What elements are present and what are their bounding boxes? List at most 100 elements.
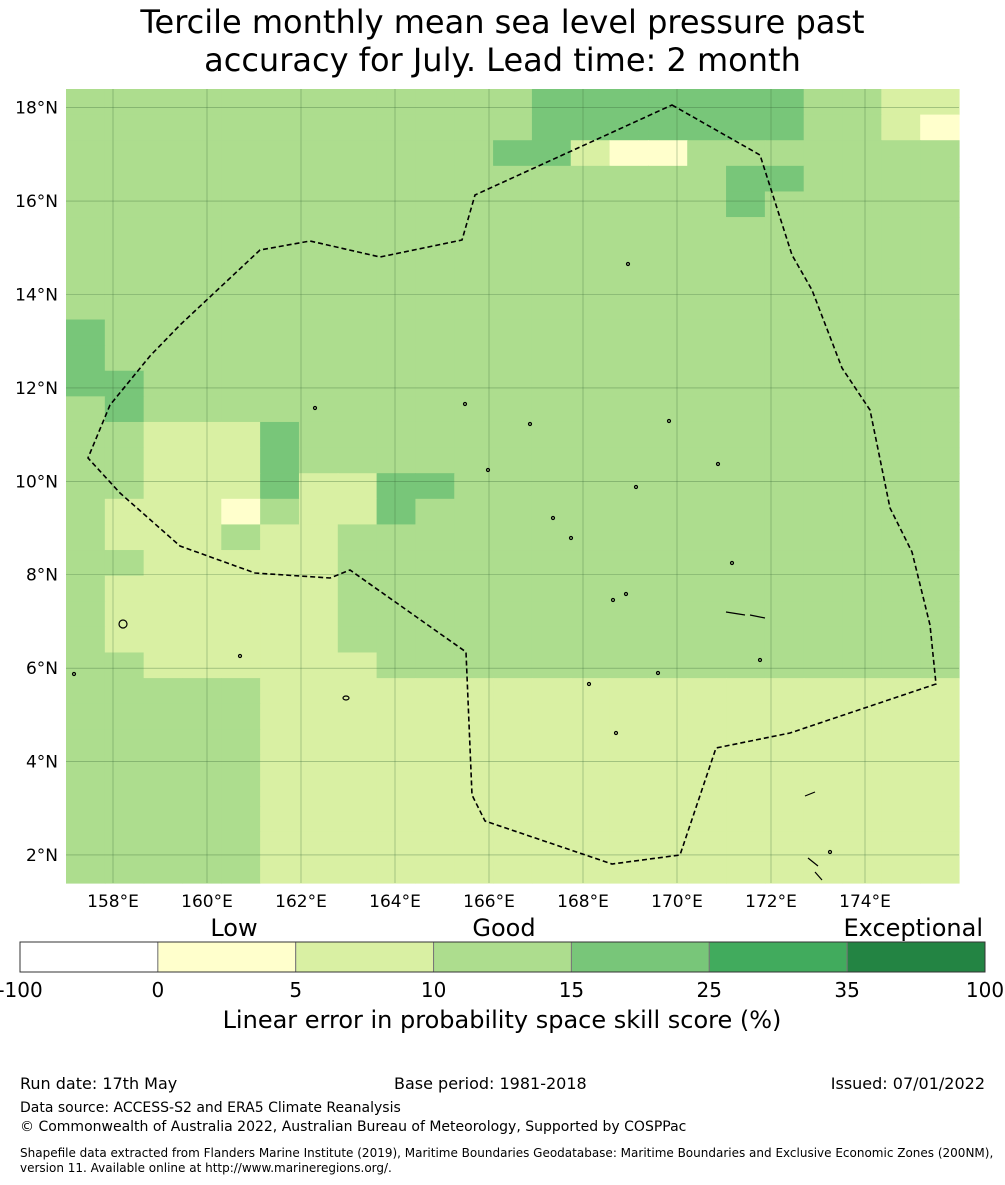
skill-cell [609, 165, 649, 193]
skill-cell [687, 601, 727, 628]
skill-cell [842, 421, 882, 449]
skill-cell [570, 831, 611, 858]
skill-cell [376, 857, 417, 884]
skill-cell [842, 831, 882, 858]
skill-cell [415, 780, 455, 807]
skill-cell [493, 217, 533, 244]
data-source: Data source: ACCESS-S2 and ERA5 Climate … [20, 1100, 401, 1116]
skill-cell [493, 652, 533, 679]
skill-cell [881, 575, 921, 602]
skill-cell [104, 242, 145, 269]
skill-cell [842, 370, 882, 397]
skill-cell [842, 191, 882, 218]
skill-cell [726, 370, 766, 397]
skill-cell [143, 242, 184, 269]
skill-cell [66, 550, 106, 577]
skill-cell [260, 421, 300, 449]
skill-cell [648, 780, 688, 807]
skill-cell [493, 626, 533, 654]
skill-cell [143, 601, 184, 628]
colorbar-tick-label: 5 [289, 978, 302, 1002]
skill-cell [648, 601, 688, 628]
skill-cell [881, 319, 921, 346]
skill-cell [726, 626, 766, 654]
skill-cell [182, 268, 222, 295]
skill-cell [920, 524, 960, 551]
copyright: © Commonwealth of Australia 2022, Austra… [20, 1119, 687, 1135]
skill-cell [221, 447, 261, 474]
skill-cell [570, 524, 611, 551]
skill-cell [454, 524, 494, 551]
skill-cell [920, 345, 960, 372]
skill-cell [298, 806, 339, 833]
skill-cell [260, 780, 300, 807]
skill-cell [337, 780, 378, 807]
skill-cell [803, 678, 844, 705]
skill-cell [609, 191, 649, 218]
skill-cell [182, 678, 222, 705]
island [804, 791, 816, 797]
skill-cell [842, 140, 882, 167]
skill-cell [337, 293, 378, 321]
skill-cell [881, 857, 921, 884]
skill-cell [260, 268, 300, 295]
skill-cell [298, 268, 339, 295]
colorbar-segment [19, 941, 159, 973]
map-gridlines [66, 89, 959, 883]
skill-cell [531, 729, 572, 756]
skill-cell [920, 601, 960, 628]
skill-cell [648, 652, 688, 679]
skill-cell [66, 370, 106, 397]
skill-cell [415, 114, 455, 141]
skill-cell [104, 165, 145, 193]
skill-cell [726, 575, 766, 602]
skill-cell [726, 447, 766, 474]
skill-cell [337, 703, 378, 730]
skill-cell [609, 421, 649, 449]
skill-cell [104, 319, 145, 346]
colorbar-segment [570, 941, 710, 973]
skill-cell [493, 857, 533, 884]
skill-cell [687, 268, 727, 295]
skill-cell [221, 217, 261, 244]
skill-cell [260, 831, 300, 858]
skill-cell [182, 165, 222, 193]
colorbar-segment [157, 941, 297, 973]
skill-cell [66, 498, 106, 526]
skill-cell [920, 857, 960, 884]
skill-cell [609, 498, 649, 526]
skill-cell [415, 678, 455, 705]
skill-cell [376, 165, 417, 193]
skill-cell [298, 754, 339, 782]
skill-cell [66, 217, 106, 244]
skill-cell [881, 345, 921, 372]
skill-cell [143, 268, 184, 295]
colorbar-segment [295, 941, 435, 973]
skill-cell [376, 703, 417, 730]
skill-cell [415, 831, 455, 858]
skill-cell [687, 575, 727, 602]
skill-cell [531, 217, 572, 244]
skill-cell [143, 396, 184, 423]
skill-cell [920, 703, 960, 730]
skill-cell [376, 678, 417, 705]
skill-cell [104, 729, 145, 756]
skill-cell [143, 370, 184, 397]
skill-cell [376, 140, 417, 167]
skill-cell [493, 473, 533, 500]
skill-cell [493, 754, 533, 782]
skill-cell [298, 857, 339, 884]
skill-cell [648, 678, 688, 705]
skill-cell [143, 626, 184, 654]
skill-cell [920, 780, 960, 807]
skill-cell [803, 857, 844, 884]
skill-cell [803, 447, 844, 474]
skill-cell [570, 703, 611, 730]
skill-cell [648, 319, 688, 346]
skill-cell [454, 140, 494, 167]
skill-cell [454, 473, 494, 500]
shapefile-credit: Shapefile data extracted from Flanders M… [20, 1146, 994, 1175]
skill-cell [415, 140, 455, 167]
colorbar-tick-labels: -100 0 5 10 15 25 35 100 [0, 978, 1004, 1002]
skill-cell [764, 575, 805, 602]
